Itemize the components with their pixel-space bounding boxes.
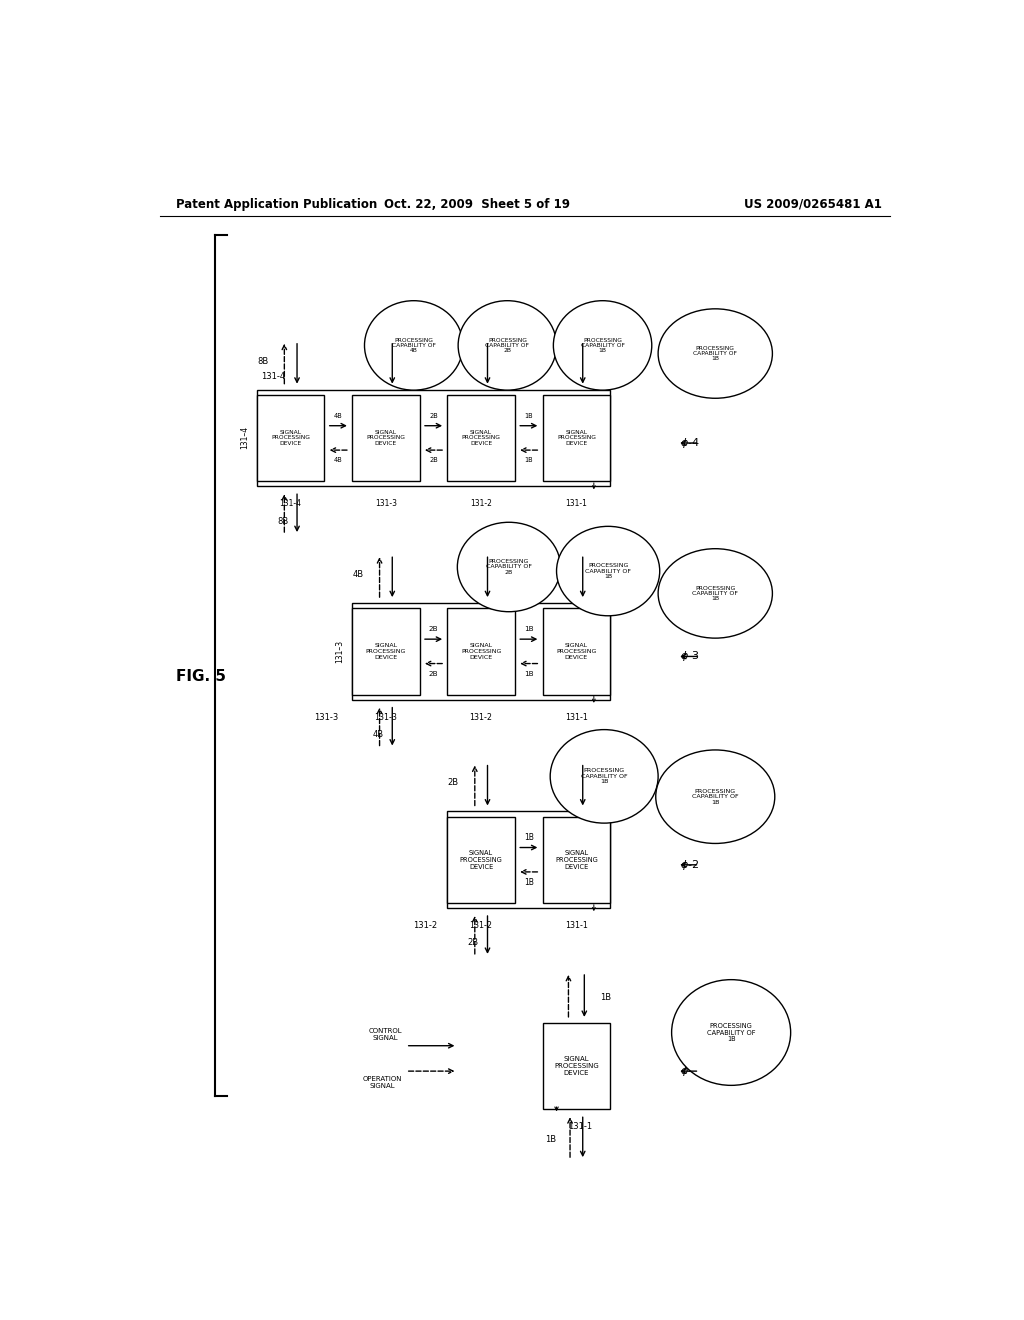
Bar bbox=[543, 609, 610, 694]
Text: 131-4: 131-4 bbox=[280, 499, 302, 508]
Text: 1B: 1B bbox=[524, 878, 534, 887]
Text: 2B: 2B bbox=[447, 779, 459, 788]
Text: 2B: 2B bbox=[429, 626, 438, 632]
Text: $\phi$-4: $\phi$-4 bbox=[680, 436, 699, 450]
Text: PROCESSING
CAPABILITY OF
1B: PROCESSING CAPABILITY OF 1B bbox=[693, 346, 737, 362]
Text: 8B: 8B bbox=[257, 356, 268, 366]
Ellipse shape bbox=[553, 301, 651, 391]
Text: 1B: 1B bbox=[594, 781, 605, 791]
Ellipse shape bbox=[458, 301, 557, 391]
Text: PROCESSING
CAPABILITY OF
1B: PROCESSING CAPABILITY OF 1B bbox=[692, 586, 738, 602]
Text: 1B: 1B bbox=[524, 671, 534, 677]
Text: 2B: 2B bbox=[429, 413, 438, 418]
Bar bbox=[447, 817, 515, 903]
Text: 1B: 1B bbox=[600, 993, 611, 1002]
Text: Oct. 22, 2009  Sheet 5 of 19: Oct. 22, 2009 Sheet 5 of 19 bbox=[384, 198, 570, 211]
Text: 131-4: 131-4 bbox=[261, 372, 285, 381]
Bar bbox=[352, 603, 610, 700]
Bar bbox=[447, 395, 515, 480]
Bar bbox=[257, 395, 325, 480]
Text: 2B: 2B bbox=[468, 939, 479, 948]
Bar bbox=[447, 812, 610, 908]
Text: PROCESSING
CAPABILITY OF
1B: PROCESSING CAPABILITY OF 1B bbox=[692, 789, 738, 805]
Text: Patent Application Publication: Patent Application Publication bbox=[176, 198, 377, 211]
Text: 131-3: 131-3 bbox=[375, 713, 397, 722]
Text: SIGNAL
PROCESSING
DEVICE: SIGNAL PROCESSING DEVICE bbox=[557, 429, 596, 446]
Text: PROCESSING
CAPABILITY OF
2B: PROCESSING CAPABILITY OF 2B bbox=[486, 560, 531, 576]
Text: SIGNAL
PROCESSING
DEVICE: SIGNAL PROCESSING DEVICE bbox=[367, 429, 406, 446]
Text: SIGNAL
PROCESSING
DEVICE: SIGNAL PROCESSING DEVICE bbox=[271, 429, 310, 446]
Text: SIGNAL
PROCESSING
DEVICE: SIGNAL PROCESSING DEVICE bbox=[554, 1056, 599, 1076]
Bar bbox=[447, 609, 515, 694]
Text: 1B: 1B bbox=[524, 626, 534, 632]
Bar bbox=[543, 1023, 610, 1109]
Text: SIGNAL
PROCESSING
DEVICE: SIGNAL PROCESSING DEVICE bbox=[366, 643, 407, 660]
Ellipse shape bbox=[655, 750, 775, 843]
Text: PROCESSING
CAPABILITY OF
1B: PROCESSING CAPABILITY OF 1B bbox=[585, 564, 631, 579]
Text: 131–4: 131–4 bbox=[240, 426, 249, 450]
Ellipse shape bbox=[658, 309, 772, 399]
Text: 131-1: 131-1 bbox=[568, 1122, 593, 1131]
Text: PROCESSING
CAPABILITY OF
2B: PROCESSING CAPABILITY OF 2B bbox=[485, 338, 529, 354]
Ellipse shape bbox=[365, 301, 463, 391]
Text: 131-2: 131-2 bbox=[470, 921, 493, 931]
Text: 131-3: 131-3 bbox=[375, 499, 397, 508]
Text: $\phi$-1: $\phi$-1 bbox=[680, 1064, 698, 1078]
Text: 2B: 2B bbox=[429, 457, 438, 463]
Ellipse shape bbox=[556, 527, 659, 615]
Text: SIGNAL
PROCESSING
DEVICE: SIGNAL PROCESSING DEVICE bbox=[460, 850, 503, 870]
Text: 4B: 4B bbox=[334, 457, 343, 463]
Text: PROCESSING
CAPABILITY OF
1B: PROCESSING CAPABILITY OF 1B bbox=[581, 338, 625, 354]
Text: 131–3: 131–3 bbox=[335, 640, 344, 663]
Text: 131-2: 131-2 bbox=[470, 499, 493, 508]
Bar bbox=[543, 817, 610, 903]
Text: US 2009/0265481 A1: US 2009/0265481 A1 bbox=[744, 198, 882, 211]
Text: 1B: 1B bbox=[524, 457, 534, 463]
Bar bbox=[352, 395, 420, 480]
Text: 4B: 4B bbox=[403, 360, 415, 368]
Text: 131-1: 131-1 bbox=[565, 499, 588, 508]
Text: 131-1: 131-1 bbox=[565, 921, 588, 931]
Text: 2B: 2B bbox=[499, 360, 510, 368]
Text: 4B: 4B bbox=[352, 570, 364, 579]
Text: SIGNAL
PROCESSING
DEVICE: SIGNAL PROCESSING DEVICE bbox=[462, 429, 501, 446]
Text: SIGNAL
PROCESSING
DEVICE: SIGNAL PROCESSING DEVICE bbox=[556, 643, 597, 660]
Text: 131-1: 131-1 bbox=[565, 713, 588, 722]
Text: 8B: 8B bbox=[278, 516, 289, 525]
Text: 2B: 2B bbox=[499, 573, 510, 582]
Text: 1B: 1B bbox=[594, 360, 605, 368]
Ellipse shape bbox=[550, 730, 658, 824]
Text: 4B: 4B bbox=[373, 730, 384, 739]
Text: $\phi$-2: $\phi$-2 bbox=[680, 858, 698, 871]
Text: 131-3: 131-3 bbox=[314, 713, 338, 722]
Text: 1B: 1B bbox=[546, 1135, 556, 1144]
Text: FIG. 5: FIG. 5 bbox=[176, 669, 225, 684]
Text: 131-2: 131-2 bbox=[414, 921, 437, 931]
Text: 1B: 1B bbox=[524, 833, 534, 842]
Text: 4B: 4B bbox=[334, 413, 343, 418]
Text: SIGNAL
PROCESSING
DEVICE: SIGNAL PROCESSING DEVICE bbox=[555, 850, 598, 870]
Text: SIGNAL
PROCESSING
DEVICE: SIGNAL PROCESSING DEVICE bbox=[461, 643, 502, 660]
Bar bbox=[257, 389, 610, 486]
Bar bbox=[543, 395, 610, 480]
Text: 131-2: 131-2 bbox=[470, 713, 493, 722]
Ellipse shape bbox=[672, 979, 791, 1085]
Text: OPERATION
SIGNAL: OPERATION SIGNAL bbox=[362, 1076, 401, 1089]
Ellipse shape bbox=[458, 523, 560, 611]
Text: 2B: 2B bbox=[429, 671, 438, 677]
Text: 1B: 1B bbox=[594, 573, 605, 582]
Text: $\phi$-3: $\phi$-3 bbox=[680, 649, 699, 664]
Ellipse shape bbox=[658, 549, 772, 638]
Text: PROCESSING
CAPABILITY OF
1B: PROCESSING CAPABILITY OF 1B bbox=[581, 768, 628, 784]
Text: 1B: 1B bbox=[524, 413, 534, 418]
Text: PROCESSING
CAPABILITY OF
4B: PROCESSING CAPABILITY OF 4B bbox=[392, 338, 435, 354]
Text: CONTROL
SIGNAL: CONTROL SIGNAL bbox=[369, 1028, 401, 1040]
Text: PROCESSING
CAPABILITY OF
1B: PROCESSING CAPABILITY OF 1B bbox=[707, 1023, 756, 1041]
Bar bbox=[352, 609, 420, 694]
